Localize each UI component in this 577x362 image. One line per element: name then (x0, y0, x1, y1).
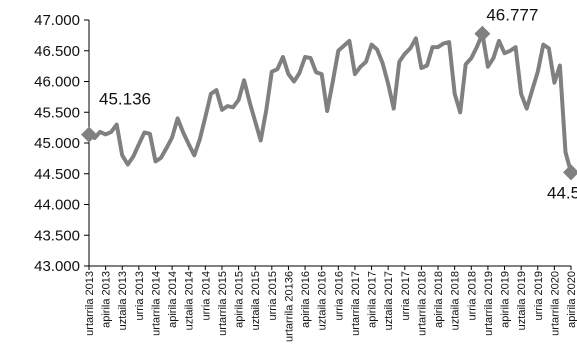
x-tick-label: uztaila 2016 (317, 271, 329, 330)
x-tick-label: uztaila 2018 (450, 271, 462, 330)
y-tick-label: 44.500 (34, 166, 80, 183)
data-label: 46.777 (486, 6, 538, 25)
x-tick-label: urtarrila 20136 (283, 271, 295, 342)
y-tick-label: 45.000 (34, 135, 80, 152)
y-tick-label: 46.000 (34, 74, 80, 91)
axes (89, 20, 571, 266)
data-labels: 45.136 46.777 44.523 (99, 6, 577, 203)
y-tick-label: 47.000 (34, 12, 80, 29)
x-tick-label: urria 2019 (533, 271, 545, 321)
x-tick-label: urria 2018 (466, 271, 478, 321)
x-tick-label: uztaila 2019 (516, 271, 528, 330)
data-label: 45.136 (99, 90, 151, 109)
x-tick-label: urtarrila 2018 (416, 271, 428, 336)
x-tick-label: urria 2015 (267, 271, 279, 321)
y-tick-label: 45.500 (34, 104, 80, 121)
data-marker (563, 164, 577, 180)
x-tick-label: urtarrila 2013 (84, 271, 96, 336)
y-tick-label: 43.500 (34, 227, 80, 244)
x-tick-label: apirila 2013 (101, 271, 113, 328)
data-marker (81, 127, 97, 143)
x-axis-ticks: urtarrila 2013 apirila 2013 uztaila 2013 ur… (84, 266, 577, 342)
y-tick-label: 44.000 (34, 197, 80, 214)
series-line (89, 34, 571, 173)
data-label: 44.523 (547, 183, 577, 202)
x-tick-label: uztaila 2013 (117, 271, 129, 330)
x-tick-label: urtarrila 2014 (150, 271, 162, 336)
x-tick-label: urria 2014 (200, 271, 212, 321)
y-axis-ticks: 43.000 43.500 44.000 44.500 45.000 45.500 46.0… (34, 12, 89, 275)
x-tick-label: apirila 2014 (167, 271, 179, 328)
x-tick-label: urria 2013 (134, 271, 146, 321)
x-tick-label: urria 2017 (400, 271, 412, 321)
x-tick-label: apirila 2016 (300, 271, 312, 328)
x-tick-label: uztaila 2017 (383, 271, 395, 330)
x-tick-label: urtarrila 2020 (549, 271, 561, 336)
x-tick-label: apirila 2015 (234, 271, 246, 328)
x-tick-label: uztaila 2015 (250, 271, 262, 330)
series-layer (89, 34, 571, 173)
data-marker (474, 26, 490, 42)
x-tick-label: urria 2016 (333, 271, 345, 321)
x-tick-label: apirila 2019 (500, 271, 512, 328)
x-tick-label: urtarrila 2019 (483, 271, 495, 336)
x-tick-label: apirila 2020 (566, 271, 577, 328)
x-tick-label: uztaila 2014 (184, 271, 196, 330)
y-tick-label: 43.000 (34, 258, 80, 275)
x-tick-label: apirila 2017 (367, 271, 379, 328)
x-tick-label: apirila 2018 (433, 271, 445, 328)
y-tick-label: 46.500 (34, 43, 80, 60)
x-tick-label: urtarrila 2017 (350, 271, 362, 336)
x-tick-label: urtarrila 2015 (217, 271, 229, 336)
